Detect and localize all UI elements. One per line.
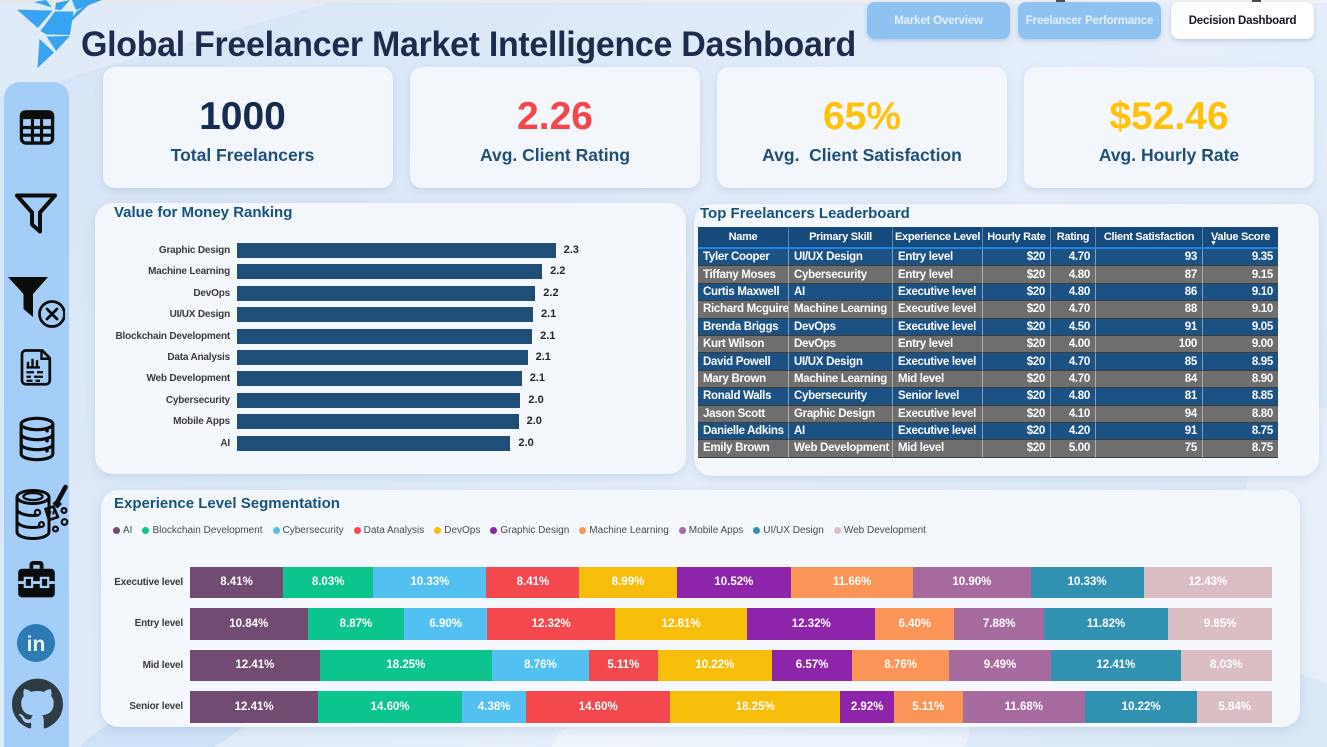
svg-text:in: in (27, 633, 46, 656)
